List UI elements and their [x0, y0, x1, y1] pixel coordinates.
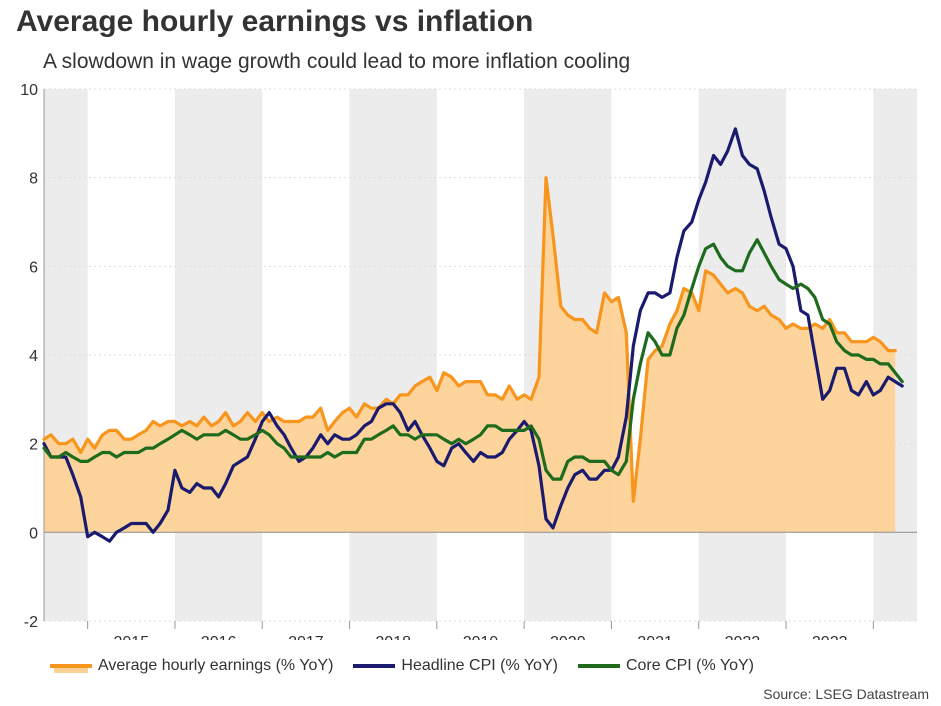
y-tick-label-8: 8 — [29, 171, 38, 188]
earnings-area — [44, 177, 896, 533]
x-tick-label-2016: 2016 — [201, 634, 237, 640]
legend-item-earnings: Average hourly earnings (% YoY) — [50, 657, 333, 675]
chart-title: Average hourly earnings vs inflation — [16, 5, 534, 38]
x-tick-label-2017: 2017 — [288, 634, 324, 640]
series-line-earnings — [42, 176, 897, 503]
x-tick-label-2023: 2023 — [812, 634, 848, 640]
x-tick-label-2015: 2015 — [114, 634, 150, 640]
year-band-2018 — [349, 89, 437, 621]
source-note: Source: LSEG Datastream — [763, 686, 929, 702]
series-line-headline — [42, 127, 904, 543]
y-tick-label-4: 4 — [29, 348, 38, 365]
legend-label-earnings: Average hourly earnings (% YoY) — [98, 657, 334, 674]
y-tick-label-0: 0 — [29, 525, 38, 542]
legend-swatch-earnings — [50, 659, 92, 673]
y-tick-label-2: 2 — [29, 437, 38, 454]
x-tick-label-2021: 2021 — [637, 634, 673, 640]
legend-item-headline: Headline CPI (% YoY) — [353, 657, 558, 675]
x-tick-label-2019: 2019 — [463, 634, 499, 640]
legend-swatch-core — [577, 659, 620, 673]
y-tick-label-6: 6 — [29, 259, 38, 276]
x-tick-label-2020: 2020 — [550, 634, 586, 640]
legend: Average hourly earnings (% YoY) Headline… — [50, 657, 774, 675]
y-tick-label-10: 10 — [20, 82, 38, 99]
series-line-core — [42, 238, 904, 481]
legend-label-headline: Headline CPI (% YoY) — [401, 657, 558, 674]
chart-area: -2 0 2 4 6 8 10 2015 2016 2017 2018 2019 2020 2021 202… — [20, 82, 917, 640]
chart-subtitle: A slowdown in wage growth could lead to … — [43, 50, 631, 73]
x-tick-label-2022: 2022 — [725, 634, 761, 640]
x-tick-label-2018: 2018 — [375, 634, 411, 640]
y-tick-label--2: -2 — [24, 614, 38, 631]
legend-label-core: Core CPI (% YoY) — [625, 657, 754, 674]
legend-swatch-headline — [353, 659, 396, 673]
legend-item-core: Core CPI (% YoY) — [577, 657, 754, 675]
